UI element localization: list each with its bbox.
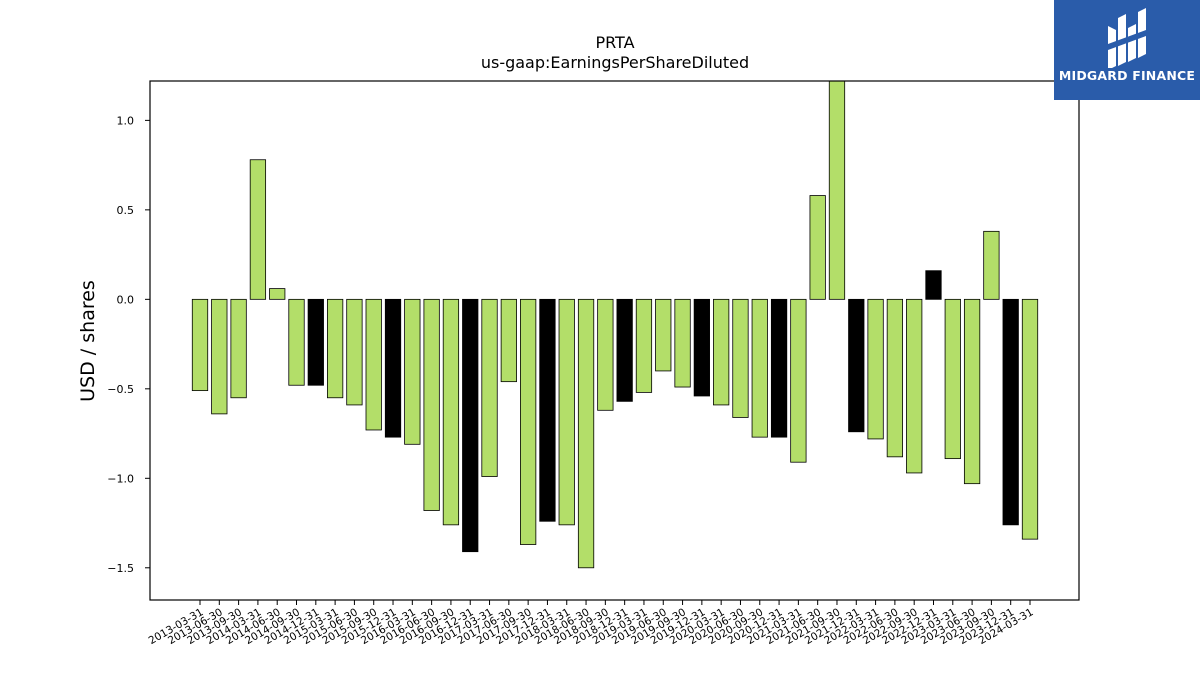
bar-2015-06-30 bbox=[346, 298, 363, 406]
bar-2022-12-31 bbox=[925, 270, 942, 300]
bar-2022-06-30 bbox=[886, 298, 903, 458]
bar-2017-12-31 bbox=[539, 298, 556, 522]
bar-2020-12-31 bbox=[770, 298, 788, 438]
bar-2014-12-31 bbox=[307, 298, 324, 386]
bar-2023-09-30 bbox=[983, 230, 1000, 300]
bar-2020-06-30 bbox=[732, 298, 749, 418]
bar-2016-09-30 bbox=[442, 298, 460, 526]
y-tick-label: 0.5 bbox=[117, 204, 135, 217]
bar-2019-09-30 bbox=[674, 298, 691, 388]
bar-2023-12-31 bbox=[1002, 298, 1019, 526]
midgard-finance-logo: MIDGARD FINANCE bbox=[1054, 0, 1200, 100]
bar-2023-03-31 bbox=[944, 298, 961, 460]
bar-2021-09-30 bbox=[828, 80, 846, 300]
midgard-logo-icon bbox=[1108, 8, 1146, 68]
bar-2019-06-30 bbox=[655, 298, 672, 372]
bar-2014-09-30 bbox=[288, 298, 305, 386]
bar-2016-12-31 bbox=[462, 298, 479, 553]
bar-2014-03-31 bbox=[249, 159, 267, 300]
bar-2021-12-31 bbox=[848, 298, 865, 433]
bar-2018-12-31 bbox=[616, 298, 633, 402]
logo-text: MIDGARD FINANCE bbox=[1058, 68, 1196, 83]
bar-2017-09-30 bbox=[520, 298, 537, 545]
x-axis-ticks: 2013-03-312013-06-302013-09-302014-03-31… bbox=[147, 600, 1036, 647]
bar-2013-06-30 bbox=[211, 298, 228, 415]
y-axis-label: USD / shares bbox=[77, 280, 99, 402]
bar-2017-03-31 bbox=[481, 298, 498, 477]
y-tick-label: −1.5 bbox=[107, 562, 134, 575]
bar-2022-03-31 bbox=[867, 298, 884, 440]
bar-2015-09-30 bbox=[365, 298, 382, 431]
bar-2018-09-30 bbox=[597, 298, 614, 411]
bar-2021-03-31 bbox=[790, 298, 807, 463]
bar-2017-06-30 bbox=[500, 298, 517, 383]
bar-2021-06-30 bbox=[809, 195, 826, 300]
bar-2018-03-31 bbox=[558, 298, 575, 526]
bar-2013-03-31 bbox=[191, 298, 209, 392]
bar-2015-03-31 bbox=[326, 298, 344, 399]
chart-subtitle: us-gaap:EarningsPerShareDiluted bbox=[481, 53, 749, 72]
bar-2024-03-31 bbox=[1021, 298, 1039, 540]
bar-2020-03-31 bbox=[713, 298, 730, 406]
bar-2013-09-30 bbox=[230, 298, 247, 399]
bar-2016-03-31 bbox=[404, 298, 421, 445]
bar-2018-06-30 bbox=[577, 298, 595, 569]
bar-2020-09-30 bbox=[751, 298, 768, 438]
chart-title: PRTA bbox=[595, 33, 634, 52]
bar-2016-06-30 bbox=[423, 298, 440, 511]
y-tick-label: 0.0 bbox=[117, 293, 135, 306]
bar-2022-09-30 bbox=[906, 298, 923, 474]
bar-2014-06-30 bbox=[269, 288, 286, 300]
y-tick-label: −1.0 bbox=[107, 472, 134, 485]
bars-layer bbox=[191, 80, 1039, 569]
plot-frame bbox=[149, 80, 1080, 601]
y-axis-ticks: −1.5 −1.0 −0.5 0.0 0.5 1.0 bbox=[107, 114, 150, 575]
y-tick-label: −0.5 bbox=[107, 383, 134, 396]
bar-2019-12-31 bbox=[693, 298, 710, 397]
bar-2015-12-31 bbox=[384, 298, 402, 438]
bar-2023-06-30 bbox=[963, 298, 981, 485]
bar-2019-03-31 bbox=[635, 298, 653, 393]
y-tick-label: 1.0 bbox=[117, 114, 135, 127]
